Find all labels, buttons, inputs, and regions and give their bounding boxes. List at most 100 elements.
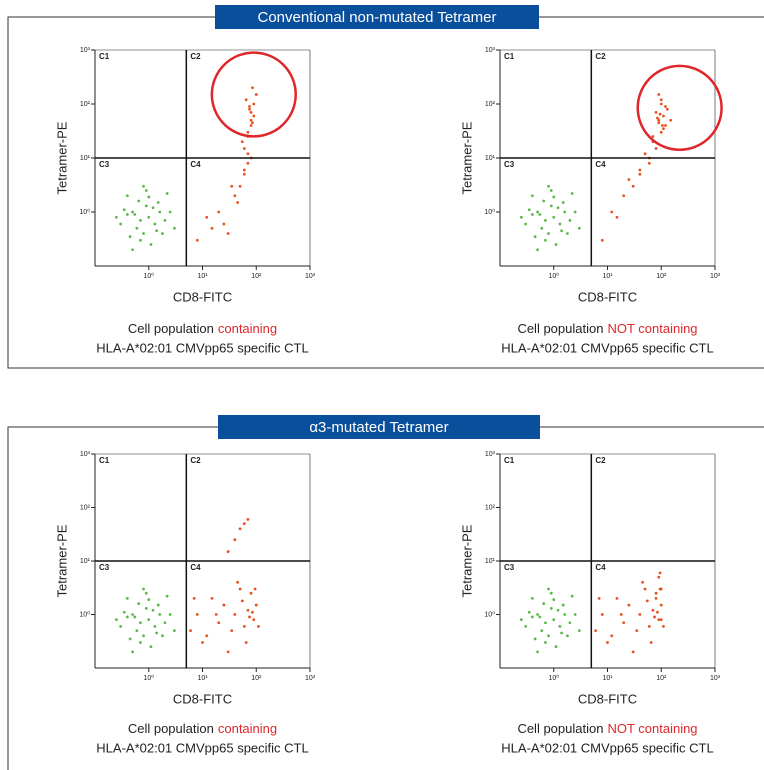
data-point <box>144 189 148 192</box>
data-point <box>233 613 237 616</box>
y-tick-label: 10⁰ <box>484 208 495 216</box>
data-point <box>246 517 250 521</box>
y-tick-label: 10³ <box>485 47 496 54</box>
data-point <box>147 215 151 219</box>
data-point <box>210 596 214 600</box>
data-point <box>560 631 564 635</box>
quadrant-label: C3 <box>99 563 110 572</box>
data-point <box>230 629 234 633</box>
data-point <box>161 232 164 235</box>
data-point <box>524 624 528 628</box>
data-point <box>643 152 647 156</box>
data-point <box>226 232 230 235</box>
data-point <box>253 587 257 591</box>
data-point <box>246 152 250 156</box>
data-point <box>114 618 118 622</box>
quadrant-label: C3 <box>504 160 515 169</box>
data-point <box>552 195 556 199</box>
data-point <box>536 210 539 214</box>
data-point <box>137 199 141 203</box>
x-tick-label: 10⁰ <box>548 272 559 280</box>
data-point <box>248 615 251 619</box>
data-point <box>619 613 623 616</box>
data-point <box>244 641 248 644</box>
data-point <box>163 621 167 625</box>
data-point <box>645 599 649 603</box>
data-point <box>205 215 209 219</box>
data-point <box>544 238 547 242</box>
data-point <box>547 232 550 235</box>
data-point <box>558 624 562 628</box>
data-point <box>627 178 631 181</box>
x-tick-label: 10² <box>251 675 262 682</box>
quadrant-label: C1 <box>504 52 515 61</box>
data-point <box>142 634 145 638</box>
data-point <box>530 596 534 600</box>
data-point <box>519 215 523 219</box>
data-point <box>242 172 246 176</box>
data-point <box>244 98 248 102</box>
data-point <box>662 624 665 628</box>
data-point <box>524 222 528 226</box>
data-point <box>131 650 134 654</box>
data-point <box>657 118 661 122</box>
data-point <box>533 235 537 239</box>
data-point <box>610 634 614 638</box>
data-point <box>554 243 558 246</box>
data-point <box>635 629 639 633</box>
data-point <box>566 232 569 235</box>
data-point <box>657 121 661 125</box>
data-point <box>658 112 662 116</box>
data-point <box>659 603 663 607</box>
data-point <box>530 615 534 619</box>
data-point <box>242 624 246 628</box>
data-point <box>149 645 153 649</box>
scatter-plot: C1 C2 C3 C4 10⁰ 10¹ 10² 10³ 10⁰ 10¹ 10² 10³ CD8-FITC… <box>459 451 720 756</box>
data-point <box>538 615 542 619</box>
x-tick-label: 10¹ <box>197 273 208 280</box>
data-point <box>252 114 256 118</box>
data-point <box>125 615 129 619</box>
data-point <box>647 161 651 165</box>
x-tick-label: 10¹ <box>197 675 208 682</box>
data-point <box>131 210 134 214</box>
data-point <box>217 621 221 625</box>
data-point <box>168 210 172 214</box>
data-point <box>627 603 631 607</box>
data-point <box>125 194 129 198</box>
data-point <box>144 607 148 610</box>
data-point <box>144 204 148 208</box>
data-point <box>252 618 256 622</box>
data-point <box>536 650 539 654</box>
data-point <box>649 641 653 644</box>
data-point <box>131 613 134 616</box>
data-point <box>659 587 663 591</box>
quadrant-label: C1 <box>99 52 110 61</box>
data-point <box>568 621 572 625</box>
y-tick-label: 10⁰ <box>484 610 495 618</box>
data-point <box>631 184 635 188</box>
data-point <box>125 596 129 600</box>
y-tick-label: 10⁰ <box>79 610 90 618</box>
data-point <box>561 201 565 204</box>
data-point <box>647 624 651 628</box>
data-point <box>658 571 662 575</box>
data-point <box>653 615 656 619</box>
data-point <box>659 98 663 102</box>
data-point <box>659 130 663 134</box>
caption-line: HLA-A*02:01 CMVpp65 specific CTL <box>501 340 713 355</box>
data-point <box>240 140 244 144</box>
data-point <box>257 624 260 628</box>
x-tick-label: 10¹ <box>602 675 613 682</box>
caption-highlight: NOT containing <box>607 321 697 336</box>
y-tick-label: 10¹ <box>485 558 496 565</box>
data-point <box>544 218 547 222</box>
data-point <box>163 218 167 222</box>
x-axis-label: CD8-FITC <box>173 691 232 706</box>
data-point <box>556 608 560 612</box>
data-point <box>172 629 176 633</box>
data-point <box>542 199 546 203</box>
data-point <box>240 599 244 603</box>
data-point <box>217 210 221 214</box>
data-point <box>544 641 547 644</box>
